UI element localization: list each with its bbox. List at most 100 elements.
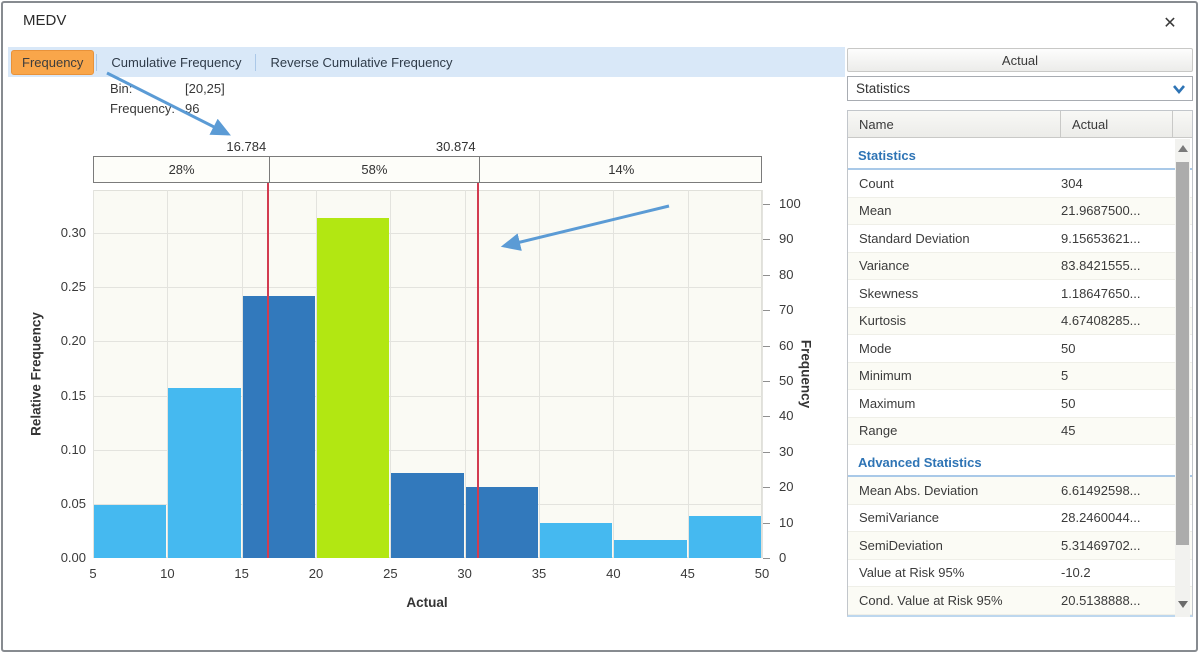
right-y-tick-label: 10: [779, 515, 793, 530]
stat-value: 45: [1061, 423, 1173, 438]
marker-value-label: 30.874: [406, 139, 476, 155]
vertical-gridline: [762, 190, 763, 558]
histogram-bar-[45,50][interactable]: [689, 516, 761, 558]
right-y-tick-mark: [763, 204, 770, 205]
tooltip-bin-label: Bin:: [110, 81, 132, 96]
left-y-tick-label: 0.30: [40, 225, 86, 240]
tab-cumulative-frequency[interactable]: Cumulative Frequency: [99, 50, 253, 75]
vertical-gridline: [688, 190, 689, 558]
left-y-tick-label: 0.05: [40, 496, 86, 511]
window-title: MEDV: [23, 12, 66, 29]
horizontal-gridline: [93, 287, 762, 288]
stat-name: Skewness: [848, 286, 1061, 301]
vertical-gridline: [613, 190, 614, 558]
table-row: Variance83.8421555...: [848, 253, 1192, 281]
statistics-table: Name Actual StatisticsCount304Mean21.968…: [847, 110, 1193, 617]
table-row: Minimum5: [848, 363, 1192, 391]
histogram-bar-[40,45)[interactable]: [614, 540, 686, 558]
tab-frequency[interactable]: Frequency: [11, 50, 94, 75]
stat-name: Standard Deviation: [848, 231, 1061, 246]
tab-separator: [96, 54, 97, 71]
right-y-tick-mark: [763, 310, 770, 311]
stat-name: Mean Abs. Deviation: [848, 483, 1061, 498]
x-tick-label: 45: [666, 566, 710, 581]
column-header-name[interactable]: Name: [848, 111, 1061, 137]
stat-value: 9.15653621...: [1061, 231, 1173, 246]
stat-name: Cond. Value at Risk 95%: [848, 593, 1061, 608]
stat-value: 6.61492598...: [1061, 483, 1173, 498]
right-y-tick-label: 30: [779, 444, 793, 459]
table-header: Name Actual: [848, 111, 1192, 138]
scrollbar-thumb[interactable]: [1176, 162, 1189, 545]
right-y-tick-label: 90: [779, 231, 793, 246]
right-y-tick-label: 40: [779, 408, 793, 423]
right-y-tick-label: 80: [779, 267, 793, 282]
stat-name: Value at Risk 95%: [848, 565, 1061, 580]
left-y-tick-label: 0.00: [40, 550, 86, 565]
stat-value: 21.9687500...: [1061, 203, 1173, 218]
right-y-tick-mark: [763, 487, 770, 488]
right-y-tick-mark: [763, 523, 770, 524]
x-tick-label: 40: [591, 566, 635, 581]
table-row: Mean Abs. Deviation6.61492598...: [848, 477, 1192, 505]
horizontal-gridline: [93, 341, 762, 342]
triangle-down-icon: [1178, 601, 1188, 608]
right-y-tick-label: 20: [779, 479, 793, 494]
histogram-bar-[15,20)[interactable]: [243, 296, 315, 558]
marker-line: [477, 183, 479, 558]
band-segment: 28%: [94, 157, 269, 182]
stat-value: 83.8421555...: [1061, 258, 1173, 273]
stat-value: 4.67408285...: [1061, 313, 1173, 328]
histogram-bar-[10,15)[interactable]: [168, 388, 240, 558]
vertical-gridline: [539, 190, 540, 558]
table-row: Mode50: [848, 335, 1192, 363]
right-y-tick-label: 100: [779, 196, 801, 211]
table-row: Range45: [848, 418, 1192, 446]
horizontal-gridline: [93, 233, 762, 234]
right-y-tick-label: 60: [779, 338, 793, 353]
x-tick-label: 50: [740, 566, 784, 581]
left-y-axis-title: Relative Frequency: [29, 312, 44, 436]
histogram-bar-[35,40)[interactable]: [540, 523, 612, 558]
stat-value: 20.5138888...: [1061, 593, 1173, 608]
table-section-header: Advanced Statistics: [848, 445, 1192, 477]
left-y-tick-label: 0.20: [40, 333, 86, 348]
stat-value: 5.31469702...: [1061, 538, 1173, 553]
histogram-bar-[20,25)[interactable]: [317, 218, 389, 558]
right-y-tick-label: 70: [779, 302, 793, 317]
scroll-up-button[interactable]: [1175, 140, 1190, 157]
stat-name: Mode: [848, 341, 1061, 356]
table-section-header: Statistics: [848, 138, 1192, 170]
close-icon[interactable]: ✕: [1156, 10, 1184, 36]
column-header-actual[interactable]: Actual: [1061, 111, 1173, 137]
table-row: Skewness1.18647650...: [848, 280, 1192, 308]
percent-band: 28%58%14%: [93, 156, 762, 183]
stat-name: Kurtosis: [848, 313, 1061, 328]
x-tick-label: 10: [145, 566, 189, 581]
histogram-bar-[25,30)[interactable]: [391, 473, 463, 558]
tab-reverse-cumulative-frequency[interactable]: Reverse Cumulative Frequency: [258, 50, 464, 75]
x-tick-label: 20: [294, 566, 338, 581]
table-row: SemiVariance28.2460044...: [848, 505, 1192, 533]
x-tick-label: 25: [368, 566, 412, 581]
column-header-blank: [1173, 111, 1192, 137]
vertical-gridline: [93, 190, 94, 558]
panel-header-actual[interactable]: Actual: [847, 48, 1193, 72]
stat-name: Count: [848, 176, 1061, 191]
x-tick-label: 15: [220, 566, 264, 581]
triangle-up-icon: [1178, 145, 1188, 152]
tooltip-frequency-label: Frequency:: [110, 101, 175, 116]
stat-value: 1.18647650...: [1061, 286, 1173, 301]
band-segment: 58%: [269, 157, 478, 182]
stat-value: 5: [1061, 368, 1173, 383]
histogram-bar-[5,10)[interactable]: [94, 505, 166, 558]
table-row: Value at Risk 95%-10.2: [848, 560, 1192, 588]
right-y-axis-title: Frequency: [799, 340, 814, 408]
statistics-dropdown[interactable]: Statistics: [847, 76, 1193, 101]
marker-value-label: 16.784: [196, 139, 266, 155]
stat-name: SemiVariance: [848, 510, 1061, 525]
x-tick-label: 30: [443, 566, 487, 581]
scroll-down-button[interactable]: [1175, 596, 1190, 613]
table-row: Maximum50: [848, 390, 1192, 418]
chevron-down-icon[interactable]: [1172, 83, 1186, 95]
